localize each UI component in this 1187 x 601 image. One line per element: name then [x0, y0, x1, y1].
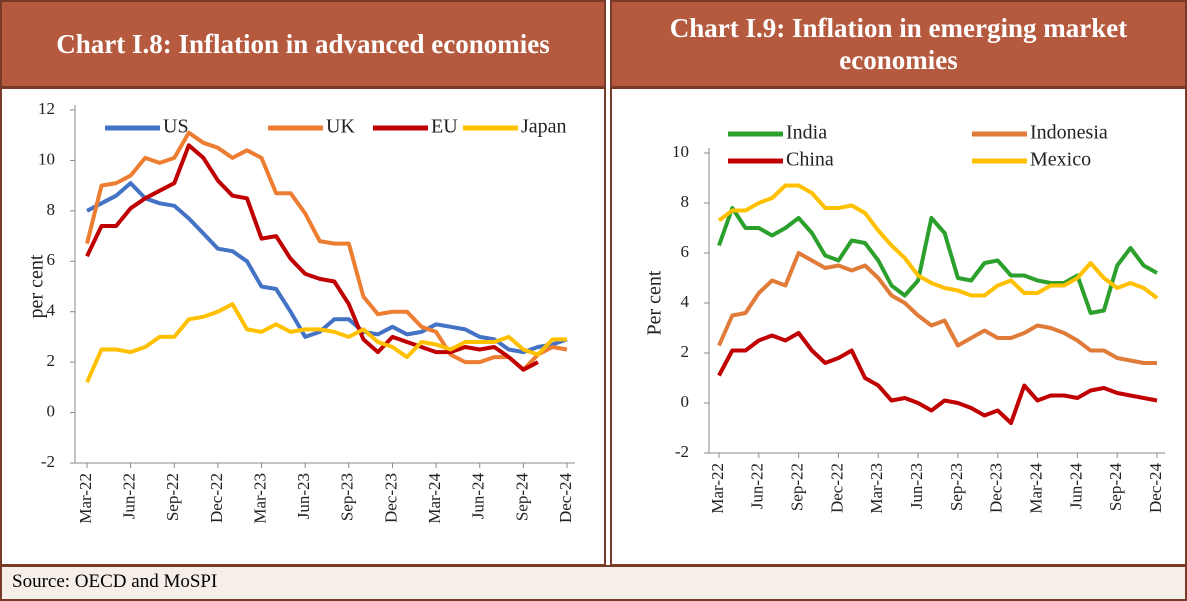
y-tick-label: 0 — [47, 401, 56, 420]
line-series — [717, 331, 1158, 425]
y-tick-label: 6 — [681, 242, 690, 261]
x-tick-label: Sep-24 — [1106, 463, 1125, 512]
x-tick-label: Jun-24 — [469, 473, 488, 520]
x-tick-label: Mar-23 — [250, 473, 269, 524]
x-tick-label: Mar-24 — [425, 473, 444, 524]
legend-label: EU — [431, 116, 458, 138]
legend-label: Japan — [521, 116, 567, 138]
panel-border — [610, 87, 1187, 566]
y-axis-label: per cent — [26, 254, 48, 318]
line-series — [717, 251, 1157, 365]
x-tick-label: Jun-22 — [120, 473, 139, 519]
y-tick-label: 10 — [38, 149, 55, 168]
x-tick-label: Jun-23 — [907, 463, 926, 509]
y-tick-label: 4 — [47, 301, 56, 320]
x-tick-label: Dec-24 — [1146, 463, 1165, 514]
x-tick-label: Mar-22 — [76, 473, 95, 524]
y-tick-label: 2 — [47, 351, 56, 370]
y-tick-label: 0 — [681, 392, 690, 411]
x-tick-label: Dec-22 — [827, 463, 846, 513]
x-tick-label: Mar-24 — [1026, 463, 1045, 514]
x-tick-label: Sep-23 — [947, 463, 966, 511]
y-tick-label: 6 — [47, 250, 56, 269]
y-tick-label: -2 — [41, 452, 55, 471]
chart-title: Chart I.8: Inflation in advanced economi… — [0, 0, 606, 88]
x-tick-label: Jun-23 — [294, 473, 313, 519]
x-tick-label: Sep-24 — [512, 473, 531, 522]
x-tick-label: Dec-24 — [556, 473, 575, 524]
y-tick-label: 8 — [47, 200, 56, 219]
y-tick-label: 4 — [681, 292, 690, 311]
x-tick-label: Jun-22 — [748, 463, 767, 509]
line-series — [717, 183, 1159, 300]
x-tick-label: Sep-22 — [163, 473, 182, 521]
x-tick-label: Jun-24 — [1066, 463, 1085, 510]
y-axis-label: Per cent — [644, 270, 666, 335]
x-tick-label: Sep-23 — [338, 473, 357, 521]
y-tick-label: 2 — [681, 342, 690, 361]
legend-label: US — [163, 116, 189, 138]
y-tick-label: 12 — [38, 99, 55, 118]
line-series — [85, 143, 539, 372]
line-series — [86, 181, 568, 355]
x-tick-label: Dec-23 — [987, 463, 1006, 513]
y-tick-label: 10 — [672, 142, 689, 161]
x-tick-label: Dec-22 — [207, 473, 226, 523]
x-tick-label: Mar-23 — [867, 463, 886, 514]
legend-label: China — [786, 149, 834, 171]
x-tick-label: Sep-22 — [788, 463, 807, 511]
legend-label: India — [786, 122, 827, 144]
line-series — [717, 206, 1158, 315]
legend-label: UK — [326, 116, 355, 138]
line-series — [85, 130, 568, 372]
legend-label: Indonesia — [1030, 122, 1108, 144]
x-tick-label: Mar-22 — [708, 463, 727, 514]
legend-label: Mexico — [1030, 149, 1091, 171]
y-tick-label: -2 — [675, 442, 689, 461]
y-tick-label: 8 — [681, 192, 690, 211]
x-tick-label: Dec-23 — [381, 473, 400, 523]
line-series — [85, 302, 567, 384]
source-note: Source: OECD and MoSPI — [0, 565, 1187, 601]
